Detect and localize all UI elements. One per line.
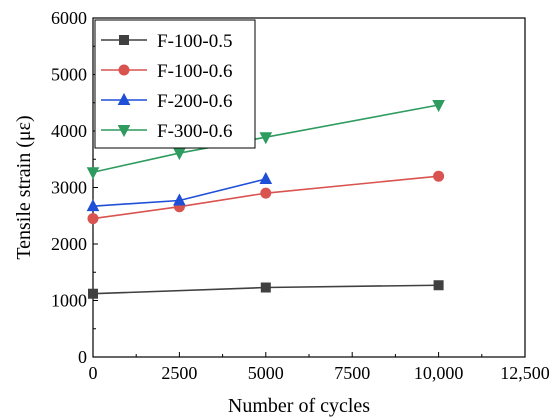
y-tick-label: 1000	[51, 291, 87, 311]
x-tick-label: 2500	[161, 363, 197, 383]
data-point	[433, 280, 444, 291]
y-tick-label: 2000	[51, 234, 87, 254]
x-axis-title: Number of cycles	[228, 395, 370, 417]
data-point	[433, 170, 445, 182]
legend-label: F-100-0.6	[157, 61, 232, 82]
data-point	[260, 187, 272, 199]
legend-label: F-300-0.6	[157, 121, 232, 142]
legend-marker	[118, 64, 130, 76]
axes-layer: 0 2500 5000 7500 10,000 12,500 0 1000 2000 3000 40…	[13, 8, 550, 417]
data-point	[86, 199, 100, 212]
x-tick-label: 5000	[248, 363, 284, 383]
data-point	[259, 132, 273, 145]
legend-item: F-300-0.6	[101, 121, 232, 142]
series-line	[92, 175, 439, 220]
legend: F-100-0.5 F-100-0.6 F-200-0.6 F-300-0.6	[94, 19, 256, 149]
data-point	[432, 100, 445, 113]
legend-item: F-200-0.6	[101, 91, 232, 112]
x-tick-label: 0	[89, 363, 98, 383]
series-F-100-0.5	[88, 280, 444, 299]
y-axis-title: Tensile strain (με)	[13, 115, 35, 259]
data-point	[173, 148, 186, 161]
legend-marker	[117, 92, 131, 105]
y-tick-label: 6000	[51, 8, 87, 28]
x-tick-label: 12,500	[500, 363, 550, 383]
data-point	[173, 193, 186, 206]
series-F-200-0.6	[86, 171, 273, 212]
y-tick-label: 5000	[51, 65, 87, 85]
legend-item: F-100-0.6	[101, 61, 232, 82]
x-tick-label: 10,000	[414, 363, 464, 383]
legend-label: F-200-0.6	[157, 91, 232, 112]
y-tick-label: 4000	[51, 121, 87, 141]
series-layer	[86, 100, 445, 299]
y-tick-label: 3000	[51, 178, 87, 198]
legend-marker	[117, 125, 131, 138]
data-point	[87, 213, 99, 225]
y-tick-label: 0	[78, 347, 87, 367]
data-point	[88, 288, 98, 299]
data-point	[86, 167, 100, 180]
data-point	[260, 282, 271, 293]
legend-marker	[119, 35, 129, 45]
data-point	[259, 171, 273, 185]
legend-label: F-100-0.5	[157, 31, 232, 52]
legend-item: F-100-0.5	[101, 31, 232, 52]
x-tick-label: 7500	[334, 363, 370, 383]
